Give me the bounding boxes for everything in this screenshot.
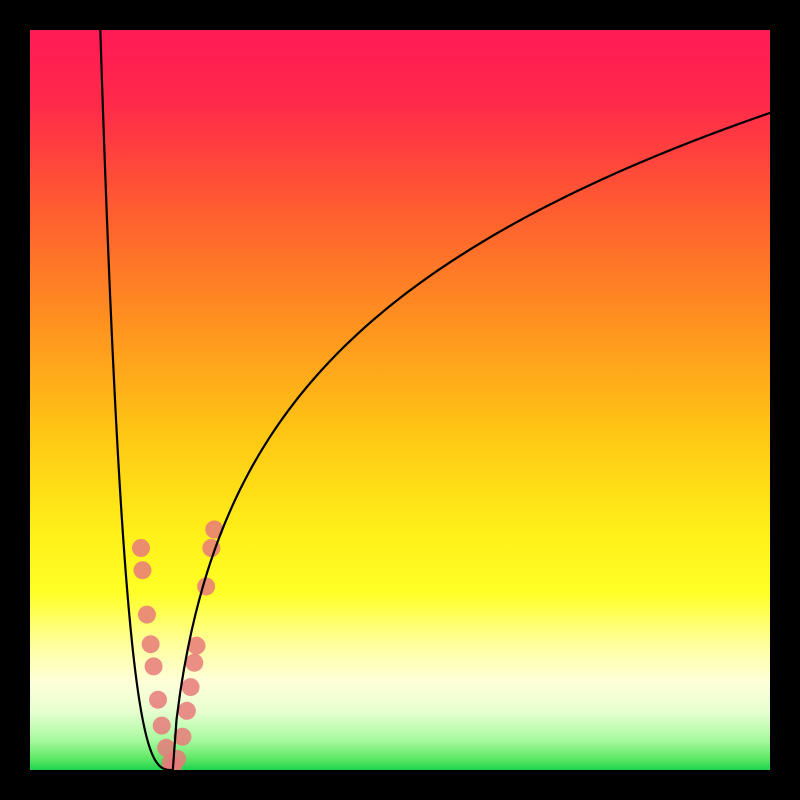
data-marker — [182, 678, 200, 696]
data-marker — [132, 539, 150, 557]
data-marker — [138, 606, 156, 624]
data-marker — [197, 577, 215, 595]
plot-area — [30, 30, 770, 770]
heatmap-background — [30, 30, 770, 770]
data-marker — [133, 561, 151, 579]
data-marker — [153, 717, 171, 735]
data-marker — [149, 691, 167, 709]
data-marker — [145, 657, 163, 675]
figure-root: TheBottlenecker.com — [0, 0, 800, 800]
plot-svg — [30, 30, 770, 770]
data-marker — [142, 635, 160, 653]
data-marker — [178, 702, 196, 720]
data-marker — [185, 654, 203, 672]
data-marker — [168, 750, 186, 768]
